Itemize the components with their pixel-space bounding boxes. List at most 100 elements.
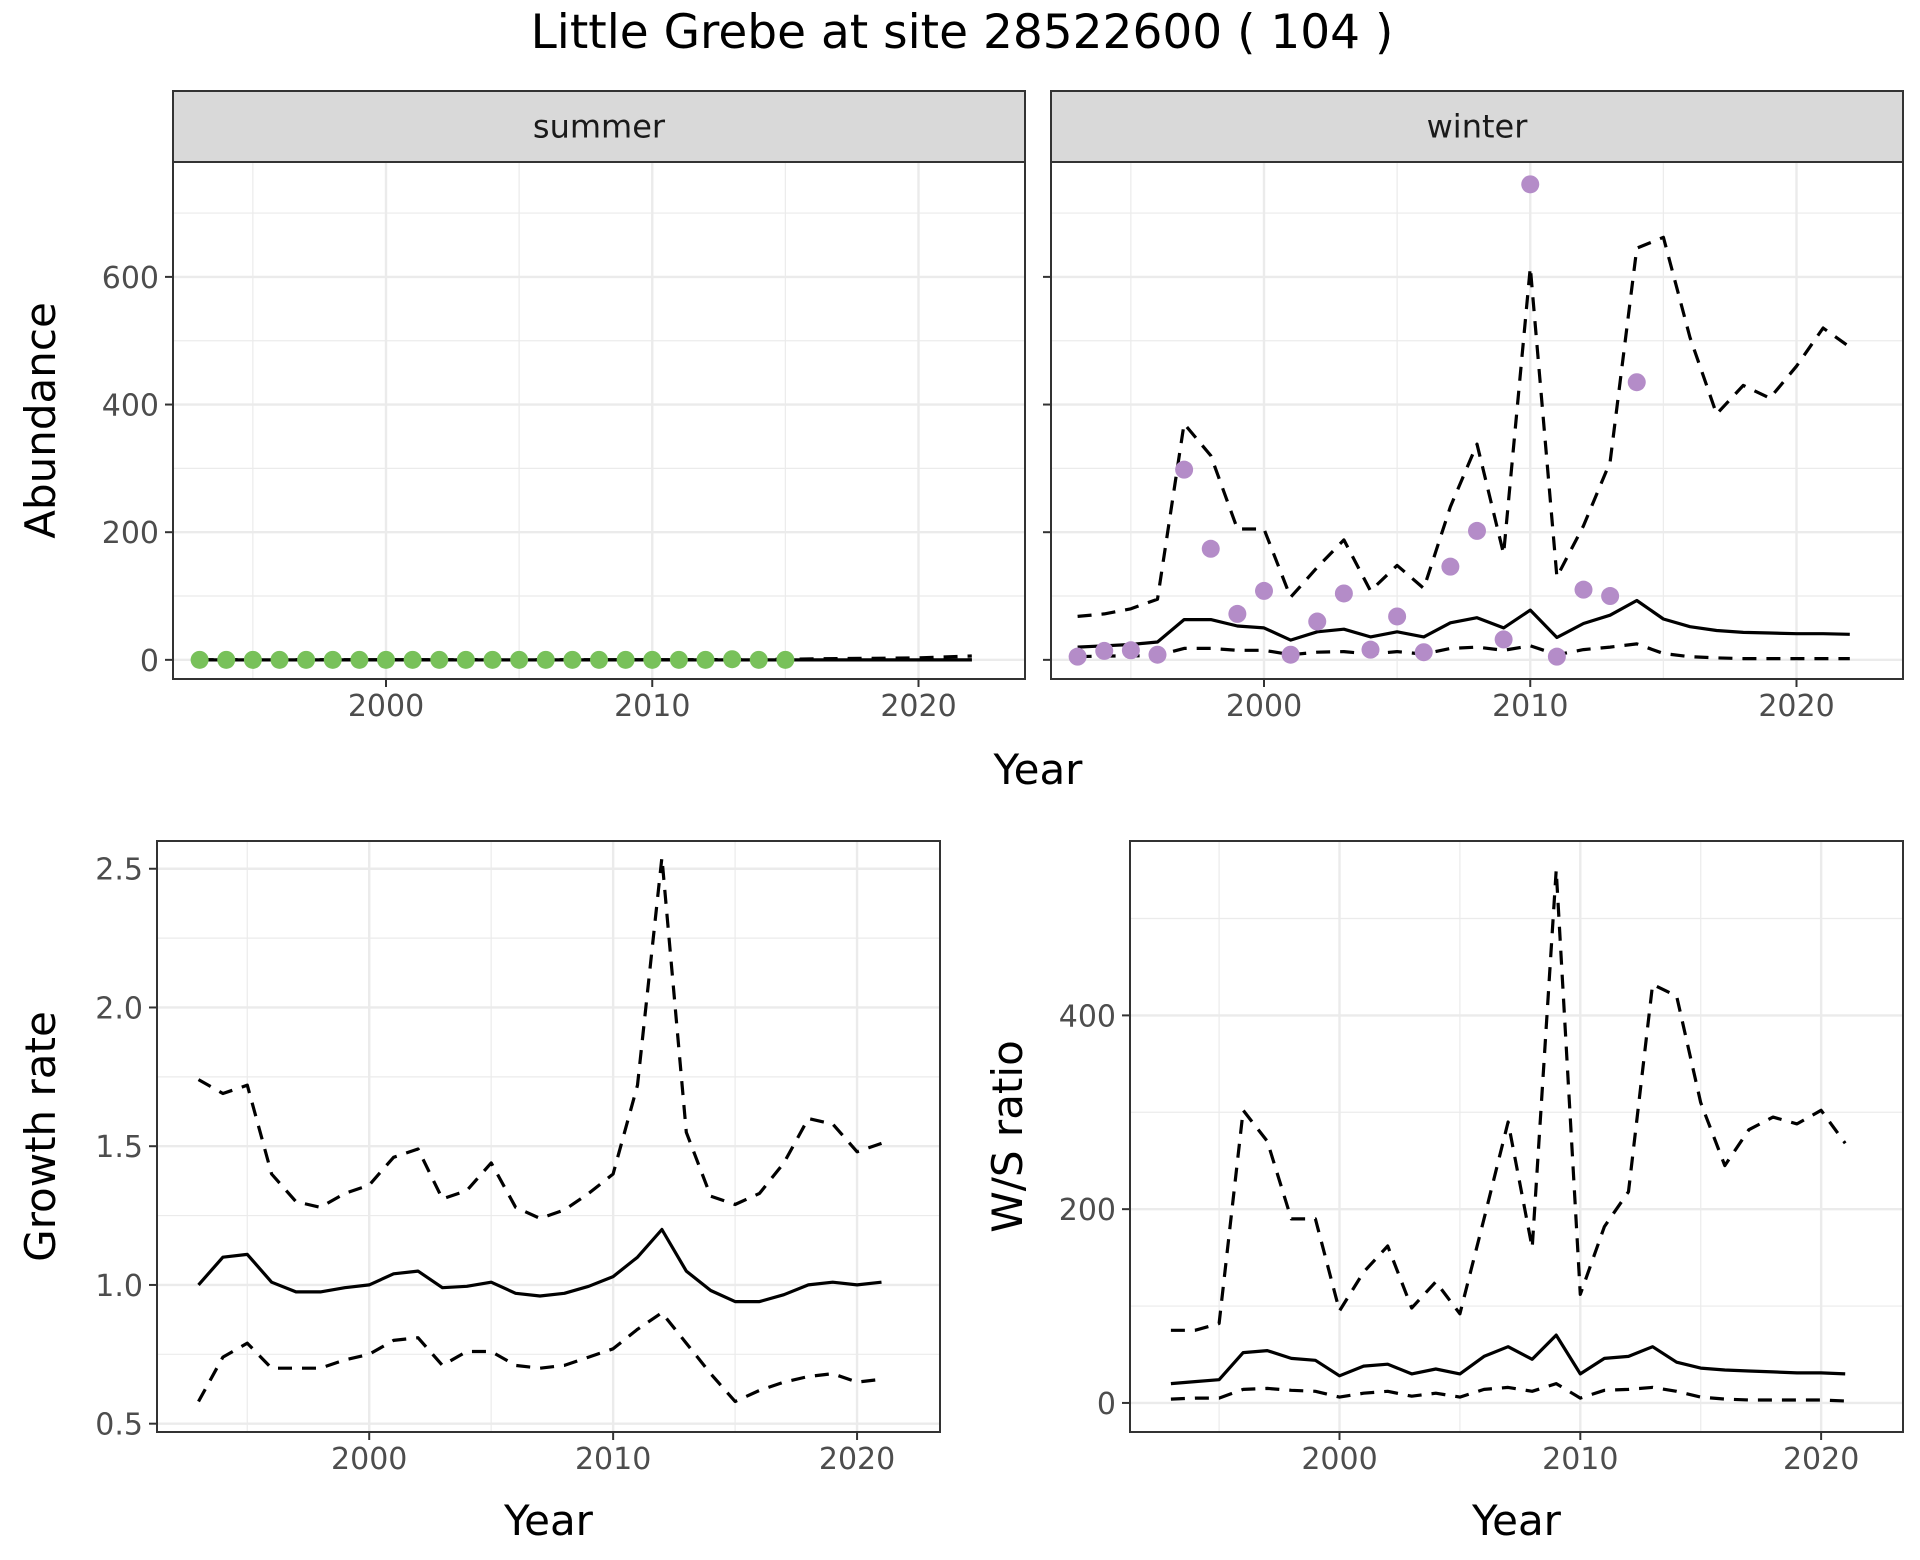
x-axis-title-top: Year <box>993 745 1084 794</box>
data-point <box>1308 612 1327 631</box>
data-point <box>1388 607 1407 626</box>
estimate-line-0 <box>1170 1333 1846 1386</box>
data-point <box>1148 645 1167 664</box>
y-tick-label: 0.5 <box>95 1408 143 1443</box>
data-point <box>430 650 449 669</box>
facet-strip-label: winter <box>1427 108 1529 146</box>
x-tick-label: 2000 <box>1226 689 1302 724</box>
y-axis-title-growth: Growth rate <box>16 1011 65 1262</box>
data-point <box>1121 641 1140 660</box>
data-point <box>243 650 262 669</box>
data-point <box>1414 643 1433 662</box>
y-tick-label: 200 <box>1059 1193 1116 1228</box>
data-point <box>270 650 289 669</box>
data-point <box>1255 581 1273 600</box>
panel-summer: 2000 2010 2020 0 200 400 600 summer <box>102 90 1026 724</box>
panel-border <box>1129 840 1904 1433</box>
plot-background <box>173 162 1025 679</box>
data-point <box>1175 460 1194 479</box>
plot-background <box>1130 841 1903 1432</box>
data-point <box>1547 647 1566 666</box>
data-point <box>1574 580 1593 599</box>
data-point <box>403 650 422 669</box>
y-tick-label: 200 <box>102 516 159 551</box>
data-point <box>1521 175 1540 194</box>
estimate-line-0 <box>1077 598 1850 649</box>
y-tick-label: 2.0 <box>95 991 143 1026</box>
data-point <box>563 650 582 669</box>
x-tick-label: 2000 <box>1301 1442 1377 1477</box>
y-tick-label: 400 <box>1059 999 1116 1034</box>
x-tick-label: 2010 <box>575 1442 651 1477</box>
data-point <box>1361 640 1380 659</box>
facet-strip-winter <box>1050 90 1904 163</box>
data-point <box>323 650 342 669</box>
confidence-line-1 <box>1077 235 1851 618</box>
panel-growth: 2000 2010 2020 0.5 1.0 1.5 2.0 2.5 <box>95 840 941 1477</box>
data-point <box>217 650 236 669</box>
y-tick-label: 2.5 <box>95 853 143 888</box>
facet-strip-label: summer <box>533 108 666 146</box>
plot-background <box>157 841 940 1432</box>
data-point <box>643 650 662 669</box>
y-tick-label: 0 <box>140 644 159 679</box>
y-tick-label: 600 <box>102 261 159 296</box>
confidence-line-1 <box>197 856 883 1220</box>
x-tick-label: 2020 <box>819 1442 895 1477</box>
panel-winter: 2000 2010 2020 winter <box>1043 90 1904 724</box>
panel-ws_ratio: 2000 2010 2020 0 200 400 <box>1059 840 1904 1477</box>
x-tick-label: 2010 <box>614 689 690 724</box>
data-point <box>616 650 635 669</box>
x-tick-label: 2000 <box>348 689 424 724</box>
figure-title: Little Grebe at site 28522600 ( 104 ) <box>531 5 1394 60</box>
y-axis-title-abundance: Abundance <box>16 302 65 539</box>
data-point <box>377 650 395 669</box>
x-axis-title-ws: Year <box>1471 1496 1562 1545</box>
data-point <box>1334 584 1353 603</box>
data-point <box>510 650 529 669</box>
y-tick-label: 1.5 <box>95 1130 143 1165</box>
data-point <box>723 650 742 669</box>
estimate-line-0 <box>197 1227 882 1304</box>
data-point <box>590 650 608 669</box>
y-tick-label: 400 <box>102 389 159 424</box>
data-point <box>456 650 475 669</box>
data-point <box>297 650 316 669</box>
data-point <box>696 650 715 669</box>
y-axis-title-ws: W/S ratio <box>983 1040 1032 1233</box>
panel-border <box>156 840 941 1433</box>
confidence-line-1 <box>1170 868 1847 1332</box>
x-tick-label: 2020 <box>880 689 956 724</box>
facet-strip-summer <box>172 90 1026 163</box>
confidence-line-2 <box>197 1311 882 1404</box>
data-point <box>1095 641 1114 660</box>
data-point <box>190 650 209 669</box>
data-point <box>483 650 502 669</box>
data-point <box>1494 630 1513 649</box>
data-point <box>1281 645 1300 664</box>
data-point <box>1601 587 1620 606</box>
data-point <box>776 650 795 669</box>
y-tick-label: 1.0 <box>95 1269 143 1304</box>
confidence-line-2 <box>1077 642 1850 661</box>
data-point <box>749 650 768 669</box>
data-point <box>1468 521 1486 540</box>
data-point <box>1228 604 1247 623</box>
data-point <box>350 650 369 669</box>
x-tick-label: 2020 <box>1758 689 1834 724</box>
x-tick-label: 2020 <box>1783 1442 1859 1477</box>
data-point <box>1441 557 1460 576</box>
x-tick-label: 2010 <box>1492 689 1568 724</box>
x-tick-label: 2000 <box>331 1442 407 1477</box>
data-point <box>669 650 688 669</box>
data-point <box>536 650 555 669</box>
x-axis-title-growth: Year <box>503 1496 594 1545</box>
data-point <box>1627 373 1646 392</box>
x-tick-label: 2010 <box>1542 1442 1618 1477</box>
data-point <box>1068 647 1087 666</box>
plot-background <box>1051 162 1903 679</box>
y-tick-label: 0 <box>1097 1387 1116 1422</box>
confidence-line-2 <box>1170 1382 1846 1403</box>
